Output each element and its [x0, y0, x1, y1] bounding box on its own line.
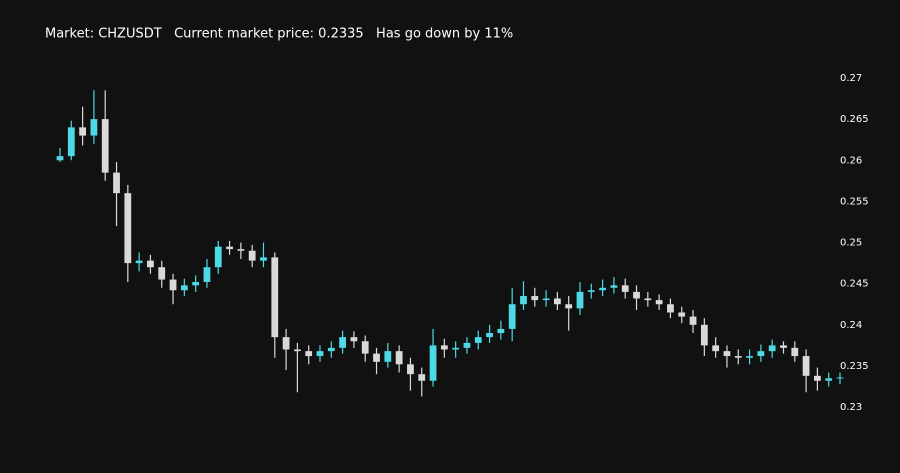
- candle-body: [576, 291, 584, 309]
- candle-body: [79, 127, 86, 136]
- candle-body: [474, 337, 482, 343]
- y-tick-label: 0.25: [840, 238, 862, 249]
- candle-body: [836, 377, 844, 379]
- candle-body: [294, 349, 301, 352]
- candle-body: [633, 291, 640, 299]
- chart-title: Market: CHZUSDT Current market price: 0.…: [45, 27, 513, 42]
- y-tick-label: 0.24: [840, 320, 862, 331]
- candle-body: [723, 351, 731, 357]
- candle-body: [237, 249, 245, 251]
- candle-body: [361, 341, 369, 354]
- y-tick-label: 0.27: [840, 73, 862, 84]
- candle-body: [327, 347, 335, 352]
- candle-body: [350, 337, 358, 342]
- candle-body: [113, 172, 120, 194]
- candle-body: [700, 324, 708, 346]
- candle-body: [203, 267, 211, 283]
- candle-body: [169, 279, 177, 291]
- candle-body: [373, 353, 380, 362]
- candle-body: [316, 351, 324, 357]
- candle-body: [226, 246, 233, 250]
- candle-body: [791, 347, 799, 357]
- candle-body: [825, 378, 833, 381]
- candle-body: [384, 351, 392, 362]
- y-tick-label: 0.245: [840, 279, 869, 290]
- candle-body: [667, 304, 674, 313]
- candle-body: [429, 345, 437, 381]
- candle-body: [531, 296, 539, 301]
- candle-body: [712, 345, 720, 352]
- candle-body: [271, 257, 279, 338]
- candle-body: [599, 287, 606, 291]
- y-tick-label: 0.235: [840, 361, 869, 372]
- candle-body: [486, 333, 493, 338]
- candle-body: [214, 246, 222, 268]
- candle-body: [418, 374, 426, 381]
- candle-body: [734, 356, 742, 358]
- candle-body: [282, 337, 290, 350]
- y-tick-label: 0.26: [840, 155, 862, 166]
- candle-body: [90, 119, 98, 136]
- candle-body: [508, 304, 516, 329]
- candle-body: [56, 156, 64, 161]
- candle-body: [678, 312, 686, 317]
- candle-body: [757, 351, 765, 357]
- candle-body: [452, 347, 460, 350]
- candle-body: [644, 298, 652, 301]
- candle-body: [339, 337, 346, 348]
- candle-body: [248, 250, 256, 261]
- y-tick-label: 0.265: [840, 114, 869, 125]
- candle-body: [260, 257, 267, 261]
- y-tick-label: 0.23: [840, 402, 862, 413]
- candle-body: [520, 296, 527, 305]
- candle-body: [124, 193, 132, 264]
- candle-body: [554, 298, 561, 305]
- candle-body: [689, 316, 697, 325]
- candle-body: [542, 298, 550, 301]
- candle-body: [565, 304, 573, 309]
- candle-body: [305, 351, 313, 357]
- candle-body: [587, 290, 595, 292]
- y-tick-label: 0.255: [840, 196, 869, 207]
- candle-body: [158, 267, 166, 280]
- candle-body: [101, 119, 109, 173]
- candle-body: [440, 345, 448, 350]
- candle-body: [768, 345, 776, 352]
- candle-body: [746, 356, 753, 358]
- candle-body: [147, 260, 154, 268]
- candle-body: [407, 364, 414, 375]
- candle-body: [497, 328, 505, 334]
- candle-body: [463, 342, 471, 348]
- candle-body: [802, 356, 810, 376]
- candle-body: [655, 300, 663, 305]
- candle-body: [135, 260, 143, 264]
- candle-body: [180, 285, 188, 291]
- candle-body: [395, 351, 403, 365]
- candle-body: [621, 285, 629, 292]
- candle-body: [780, 345, 787, 348]
- candle-body: [192, 282, 200, 286]
- candle-body: [67, 127, 75, 157]
- candle-body: [610, 285, 618, 288]
- candle-body: [814, 375, 821, 381]
